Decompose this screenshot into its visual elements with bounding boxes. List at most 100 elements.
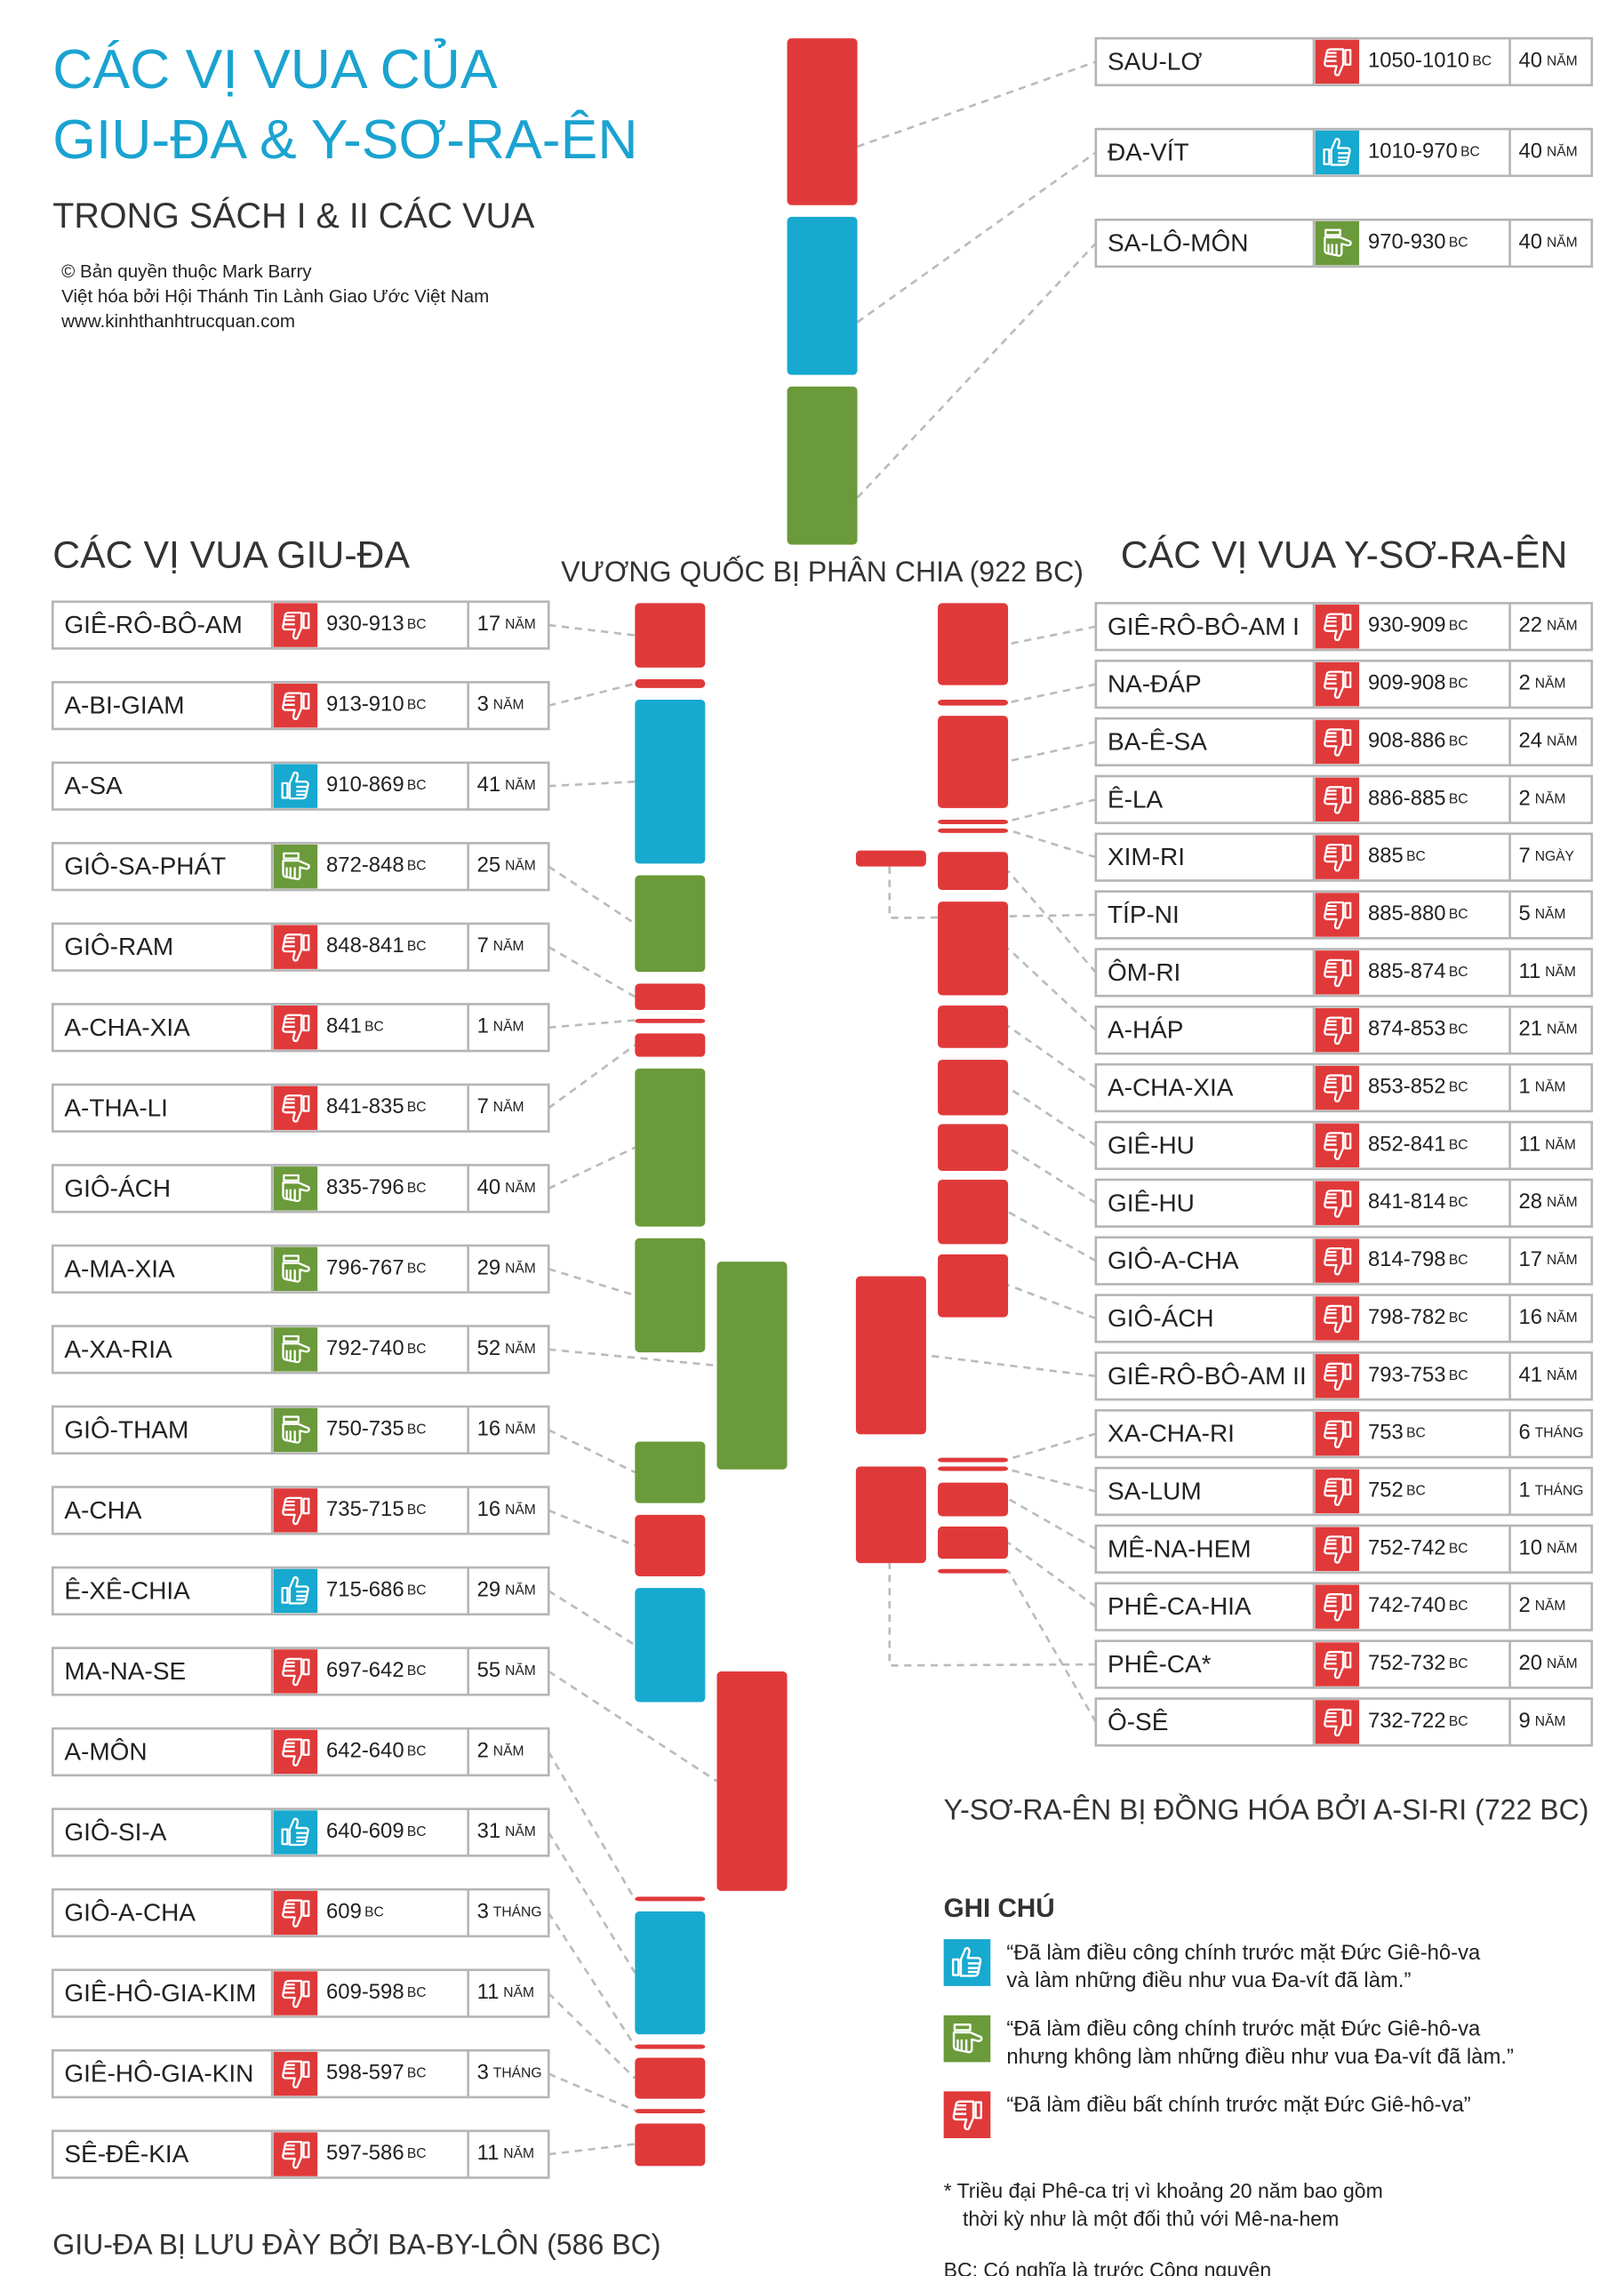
thumb <box>952 2100 983 2131</box>
connector <box>548 1509 636 1547</box>
unit: NGÀY <box>1535 847 1575 864</box>
reign-bar <box>938 902 1009 996</box>
length: 17 <box>1518 1247 1542 1271</box>
thumb-icon <box>1324 1478 1352 1506</box>
length: 31 <box>477 1819 501 1843</box>
thumb-icon <box>1324 1190 1352 1218</box>
reign-date: 853-852 BC <box>1368 1075 1468 1099</box>
icon-bg <box>273 1649 318 1694</box>
icon-bg <box>1315 661 1360 707</box>
era: BC <box>1449 677 1468 692</box>
reign-length: 31 NĂM <box>477 1819 536 1843</box>
king-name: A-MÔN <box>64 1738 147 1766</box>
date: 913-910 <box>326 693 404 717</box>
reign-bar <box>938 1482 1009 1517</box>
reign-date: 1010-970 BC <box>1368 140 1480 164</box>
king-name: Ê-XÊ-CHIA <box>64 1576 190 1604</box>
date: 874-853 <box>1368 1017 1446 1041</box>
era: BC <box>1449 1599 1468 1614</box>
reign-length: 7 NĂM <box>477 934 524 958</box>
reign-length: 28 NĂM <box>1518 1190 1577 1214</box>
unit: NĂM <box>505 1179 536 1196</box>
thumb-icon <box>1324 1246 1352 1276</box>
date: 841 <box>326 1014 362 1038</box>
reign-date: 874-853 BC <box>1368 1017 1468 1041</box>
king-name: GIÔ-RAM <box>64 933 173 960</box>
reign-bar <box>938 700 1009 706</box>
connector <box>1007 683 1097 704</box>
icon-bg <box>273 1327 318 1372</box>
king-name: Ê-LA <box>1108 785 1164 813</box>
date: 908-886 <box>1368 729 1446 753</box>
era: BC <box>407 698 427 713</box>
date: 715-686 <box>326 1578 404 1602</box>
legend-text: nhưng không làm những điều như vua Đa-ví… <box>1006 2045 1514 2069</box>
reign-bar <box>635 1033 706 1057</box>
reign-bar <box>635 1441 706 1503</box>
thumb <box>1324 228 1352 257</box>
date: 735-715 <box>326 1497 404 1521</box>
unit: NĂM <box>505 1823 536 1839</box>
unit: NĂM <box>1535 905 1566 922</box>
thumb-icon <box>282 692 310 720</box>
connector <box>548 682 636 707</box>
era: BC <box>1449 1195 1468 1210</box>
thumb <box>1324 1535 1352 1564</box>
unit: NĂM <box>493 696 524 713</box>
icon-bg <box>1315 835 1360 879</box>
thumb-icon <box>1324 1535 1352 1564</box>
thumb-icon <box>1324 1016 1352 1046</box>
connector <box>548 2143 636 2156</box>
date: 852-841 <box>1368 1133 1446 1157</box>
reign-length: 40 NĂM <box>1518 49 1577 73</box>
reign-date: 796-767 BC <box>326 1256 427 1280</box>
thumb-icon <box>951 1947 982 1977</box>
length: 7 <box>477 934 489 958</box>
thumb <box>282 1014 310 1043</box>
thumb-icon <box>1324 1708 1352 1737</box>
length: 3 <box>477 2061 489 2085</box>
connector <box>888 1563 1096 1667</box>
icon-bg <box>273 1407 318 1453</box>
length: 11 <box>1518 1133 1540 1157</box>
reign-date: 752 BC <box>1368 1479 1426 1503</box>
thumb-icon <box>282 1014 310 1043</box>
thumb <box>282 1254 310 1283</box>
icon-bg <box>273 1971 318 2016</box>
reign-length: 6 THÁNG <box>1518 1421 1583 1445</box>
king-name: A-THA-LI <box>64 1094 168 1121</box>
icon-bg <box>1315 893 1360 937</box>
length: 3 <box>477 1900 489 1924</box>
reign-length: 3 THÁNG <box>477 2061 542 2085</box>
icon-bg <box>273 1166 318 1211</box>
unit: NĂM <box>1535 789 1566 806</box>
reign-length: 2 NĂM <box>477 1739 524 1763</box>
unit: THÁNG <box>1535 1424 1584 1441</box>
reign-bar <box>635 2109 706 2114</box>
era: BC <box>407 778 427 793</box>
length: 20 <box>1518 1651 1542 1675</box>
reign-date: 835-796 BC <box>326 1175 427 1199</box>
king-name: GIÔ-A-CHA <box>1108 1246 1239 1274</box>
reign-bar <box>938 1179 1009 1245</box>
thumb <box>1324 1074 1352 1102</box>
era: BC <box>407 1181 427 1196</box>
length: 1 <box>1518 1075 1530 1099</box>
unit: NĂM <box>505 776 536 793</box>
reign-bar <box>635 875 706 973</box>
thumb-icon <box>282 1738 310 1767</box>
connector <box>1007 947 1097 1031</box>
thumb <box>1324 613 1352 642</box>
era: BC <box>407 1342 427 1357</box>
thumb-icon <box>282 934 310 962</box>
connector <box>548 1044 636 1110</box>
connector <box>548 1992 636 2080</box>
thumb <box>1324 728 1352 757</box>
icon-bg <box>273 1890 318 1935</box>
icon-bg <box>1315 1469 1360 1514</box>
length: 24 <box>1518 729 1542 753</box>
connector <box>1007 1086 1097 1147</box>
era: BC <box>407 1422 427 1437</box>
king-name: GIÊ-HÔ-GIA-KIN <box>64 2060 253 2088</box>
date: 886-885 <box>1368 787 1446 811</box>
